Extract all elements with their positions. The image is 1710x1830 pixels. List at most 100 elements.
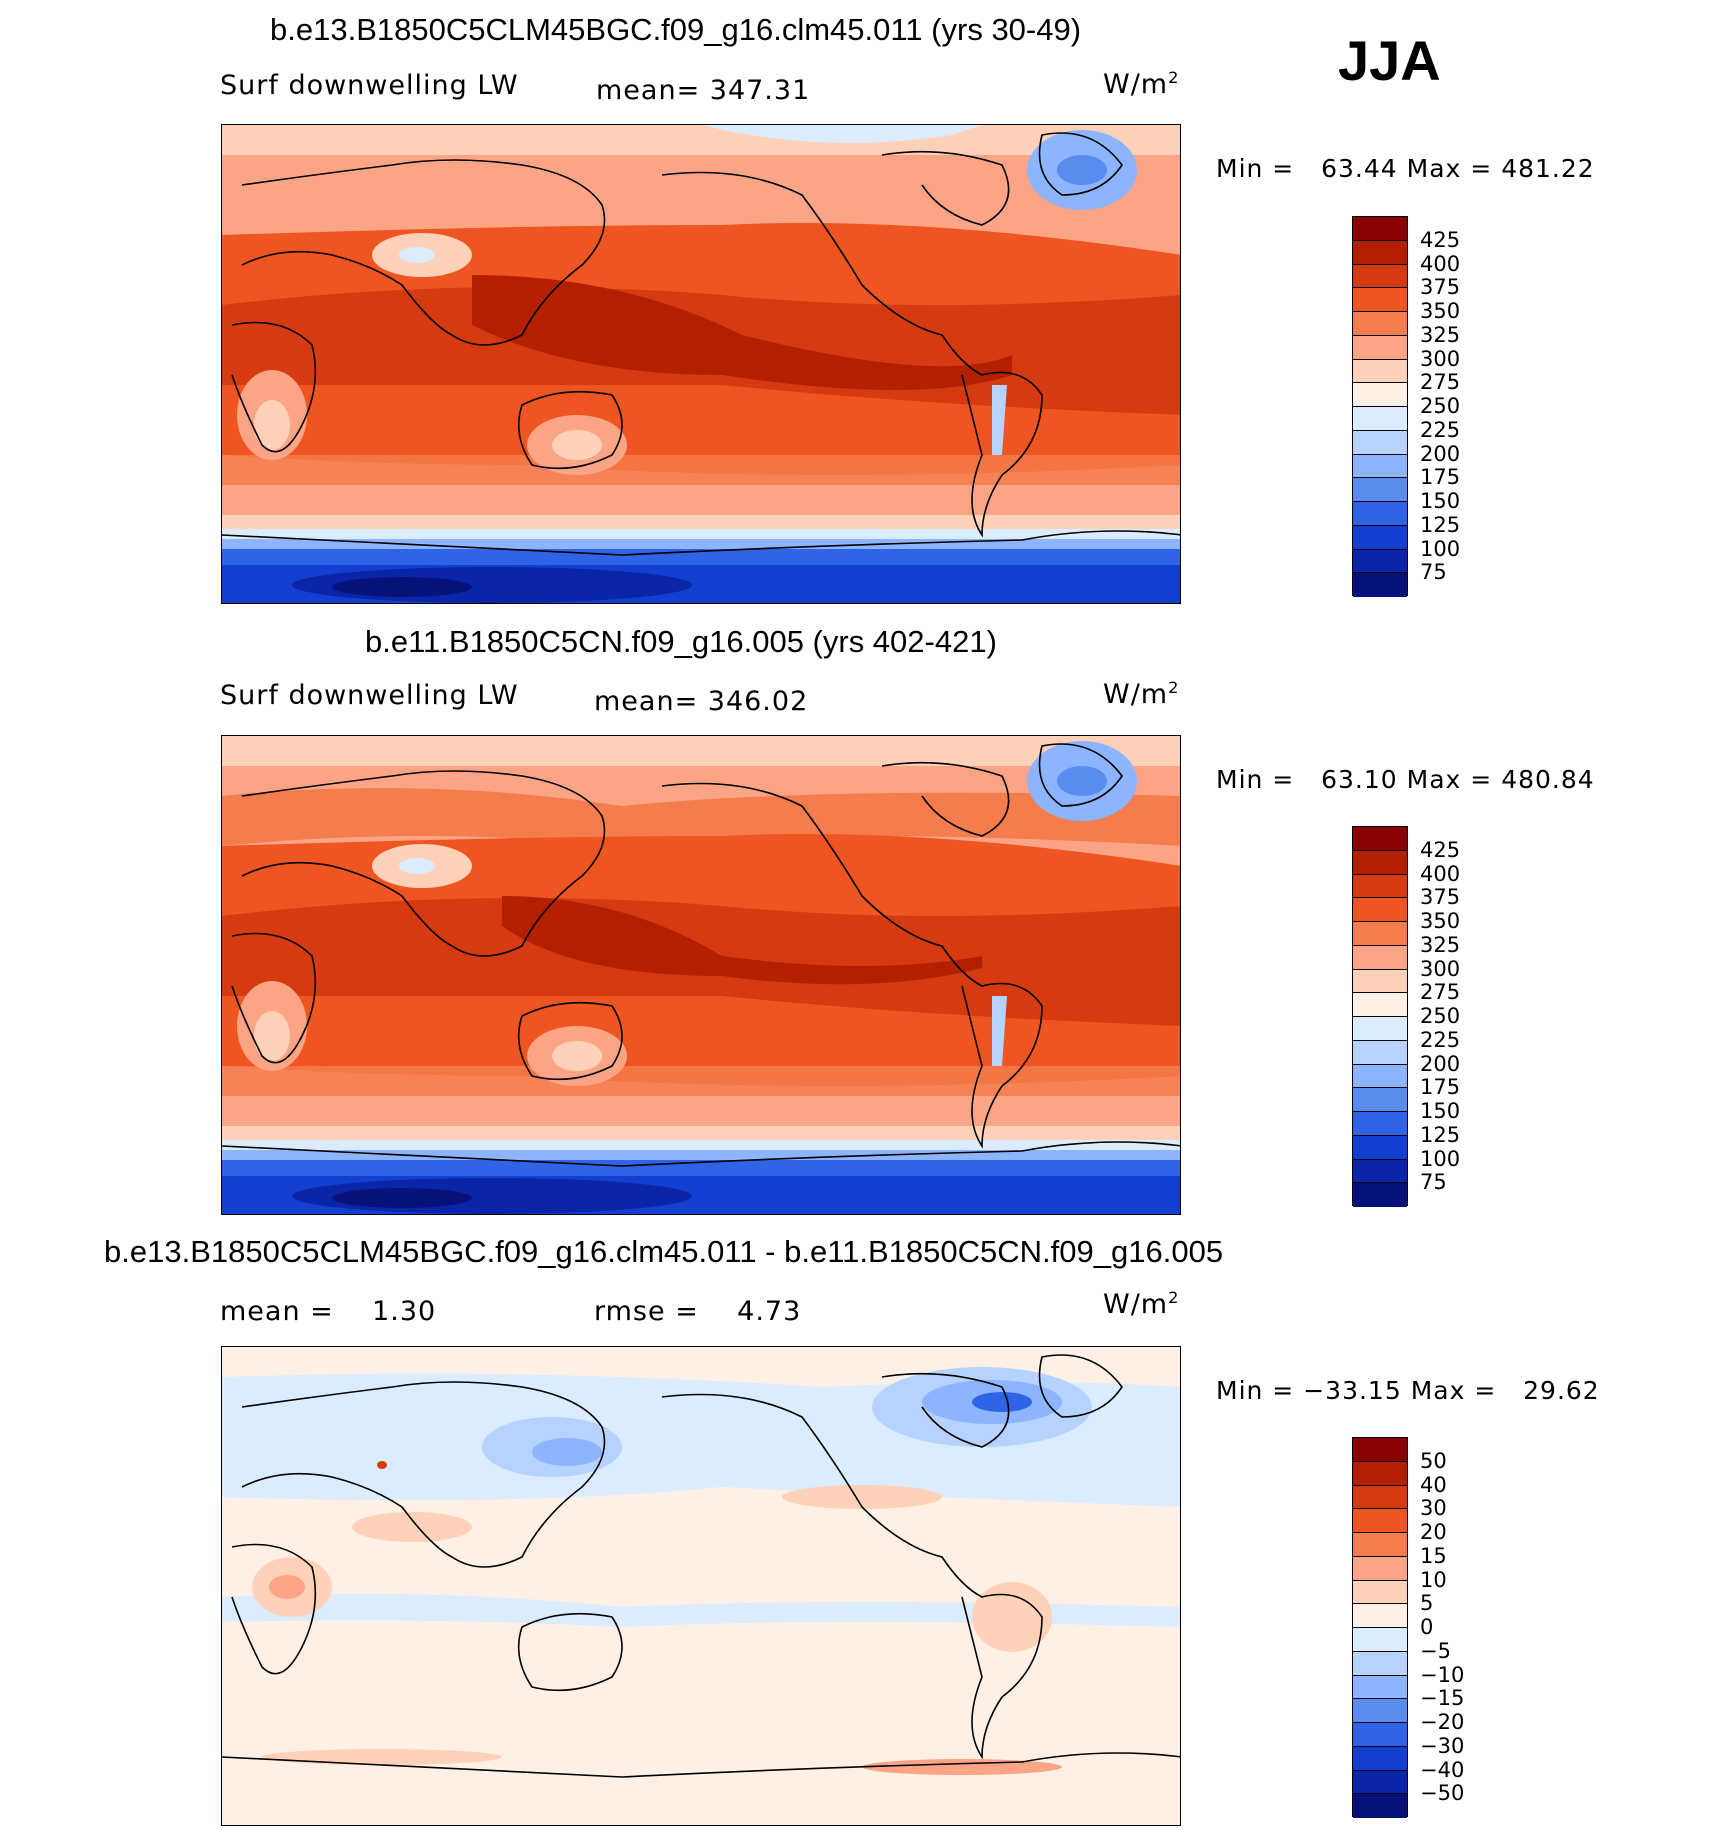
colorbar-swatch bbox=[1353, 874, 1407, 899]
panel-3-minmax: Min = −33.15 Max = 29.62 bbox=[1216, 1376, 1600, 1405]
panel-3-mean-label: mean = 1.30 bbox=[220, 1296, 437, 1327]
colorbar-swatch bbox=[1353, 1580, 1407, 1605]
colorbar-tick-label: −10 bbox=[1420, 1662, 1465, 1687]
colorbar-tick-label: 350 bbox=[1420, 909, 1461, 933]
colorbar-swatch bbox=[1353, 217, 1407, 241]
colorbar-swatch bbox=[1353, 1556, 1407, 1581]
colorbar-tick-label: 5 bbox=[1420, 1591, 1434, 1616]
panel-1-max-value: 481.22 bbox=[1501, 154, 1595, 183]
colorbar-tick-label: 200 bbox=[1420, 1051, 1461, 1076]
colorbar-swatch bbox=[1353, 850, 1407, 875]
colorbar-tick-label: −30 bbox=[1420, 1733, 1465, 1758]
colorbar-swatch bbox=[1353, 383, 1407, 407]
panel-2-mean-label: mean= 346.02 bbox=[594, 686, 809, 717]
colorbar-tick-label: 375 bbox=[1420, 885, 1461, 910]
colorbar-swatch bbox=[1353, 573, 1407, 597]
colorbar-swatch bbox=[1353, 1509, 1407, 1533]
colorbar-tick-label: 75 bbox=[1420, 560, 1447, 585]
colorbar-swatch bbox=[1353, 898, 1407, 922]
colorbar-swatch bbox=[1353, 1438, 1407, 1462]
panel-2-units: W/m2 bbox=[1103, 678, 1180, 710]
panel-3-map-field bbox=[222, 1347, 1180, 1825]
colorbar-tick-label: 40 bbox=[1420, 1472, 1447, 1497]
colorbar-tick-label: −50 bbox=[1420, 1781, 1465, 1806]
colorbar-tick-label: −20 bbox=[1420, 1710, 1465, 1734]
panel-2-max-value: 480.84 bbox=[1501, 765, 1595, 794]
colorbar-swatch bbox=[1353, 1770, 1407, 1795]
colorbar-tick-label: 325 bbox=[1420, 932, 1461, 957]
colorbar-tick-label: 20 bbox=[1420, 1520, 1447, 1544]
panel-1-minmax: Min = 63.44 Max = 481.22 bbox=[1216, 154, 1595, 183]
panel-3-min-value: −33.15 bbox=[1303, 1376, 1402, 1405]
panel-2-variable-label: Surf downwelling LW bbox=[220, 680, 519, 711]
colorbar-swatch bbox=[1353, 359, 1407, 384]
panel-1-variable-label: Surf downwelling LW bbox=[220, 70, 519, 101]
colorbar-swatch bbox=[1353, 525, 1407, 550]
colorbar-tick-label: 100 bbox=[1420, 536, 1461, 561]
colorbar-swatch bbox=[1353, 288, 1407, 312]
colorbar-swatch bbox=[1353, 1628, 1407, 1652]
colorbar-swatch bbox=[1353, 1159, 1407, 1184]
colorbar-swatch bbox=[1353, 264, 1407, 289]
panel-1-map-field bbox=[222, 125, 1180, 603]
colorbar-tick-label: 250 bbox=[1420, 1004, 1461, 1028]
panel-1-units: W/m2 bbox=[1103, 68, 1180, 100]
colorbar-swatch bbox=[1353, 922, 1407, 946]
colorbar-tick-label: 400 bbox=[1420, 861, 1461, 886]
panel-2-map bbox=[221, 735, 1181, 1215]
colorbar-swatch bbox=[1353, 1088, 1407, 1112]
colorbar-tick-label: 300 bbox=[1420, 956, 1461, 981]
colorbar-tick-label: 50 bbox=[1420, 1448, 1447, 1473]
panel-3-units: W/m2 bbox=[1103, 1288, 1180, 1320]
colorbar-tick-label: 10 bbox=[1420, 1567, 1447, 1592]
colorbar-swatch bbox=[1353, 1112, 1407, 1136]
colorbar-swatch bbox=[1353, 1675, 1407, 1700]
panel-2-colorbar bbox=[1352, 826, 1408, 1207]
colorbar-swatch bbox=[1353, 1651, 1407, 1676]
colorbar-tick-label: 30 bbox=[1420, 1496, 1447, 1521]
colorbar-swatch bbox=[1353, 1017, 1407, 1041]
colorbar-swatch bbox=[1353, 1723, 1407, 1747]
colorbar-tick-label: 150 bbox=[1420, 1099, 1461, 1123]
panel-3-map bbox=[221, 1346, 1181, 1826]
colorbar-tick-label: 100 bbox=[1420, 1146, 1461, 1171]
colorbar-tick-label: 0 bbox=[1420, 1615, 1434, 1639]
panel-3-max-value: 29.62 bbox=[1523, 1376, 1600, 1405]
colorbar-swatch bbox=[1353, 1461, 1407, 1486]
panel-2-min-value: 63.10 bbox=[1321, 765, 1398, 794]
colorbar-tick-label: 325 bbox=[1420, 322, 1461, 347]
colorbar-tick-label: 225 bbox=[1420, 1027, 1461, 1052]
colorbar-tick-label: 125 bbox=[1420, 512, 1461, 537]
colorbar-swatch bbox=[1353, 240, 1407, 265]
colorbar-tick-label: 125 bbox=[1420, 1122, 1461, 1147]
panel-1-min-value: 63.44 bbox=[1321, 154, 1398, 183]
colorbar-tick-label: 350 bbox=[1420, 299, 1461, 323]
colorbar-swatch bbox=[1353, 1040, 1407, 1065]
panel-3-rmse-label: rmse = 4.73 bbox=[594, 1296, 802, 1327]
colorbar-swatch bbox=[1353, 1794, 1407, 1818]
colorbar-swatch bbox=[1353, 1135, 1407, 1160]
colorbar-tick-label: 300 bbox=[1420, 346, 1461, 371]
colorbar-tick-label: 425 bbox=[1420, 837, 1461, 862]
colorbar-swatch bbox=[1353, 1699, 1407, 1723]
colorbar-tick-label: 15 bbox=[1420, 1543, 1447, 1568]
panel-1-colorbar bbox=[1352, 216, 1408, 597]
colorbar-tick-label: 275 bbox=[1420, 980, 1461, 1005]
colorbar-swatch bbox=[1353, 549, 1407, 574]
colorbar-swatch bbox=[1353, 1604, 1407, 1628]
colorbar-tick-label: 400 bbox=[1420, 251, 1461, 276]
colorbar-tick-label: 200 bbox=[1420, 441, 1461, 466]
panel-3-colorbar bbox=[1352, 1437, 1408, 1818]
colorbar-swatch bbox=[1353, 969, 1407, 994]
colorbar-swatch bbox=[1353, 1183, 1407, 1207]
panel-3-title: b.e13.B1850C5CLM45BGC.f09_g16.clm45.011 … bbox=[104, 1234, 1224, 1269]
panel-2-minmax: Min = 63.10 Max = 480.84 bbox=[1216, 765, 1595, 794]
colorbar-tick-label: 75 bbox=[1420, 1170, 1447, 1195]
colorbar-swatch bbox=[1353, 993, 1407, 1017]
colorbar-tick-label: 175 bbox=[1420, 1075, 1461, 1100]
colorbar-tick-label: 175 bbox=[1420, 465, 1461, 490]
panel-2-title: b.e11.B1850C5CN.f09_g16.005 (yrs 402-421… bbox=[365, 624, 997, 659]
colorbar-tick-label: −5 bbox=[1420, 1638, 1451, 1663]
colorbar-tick-label: 275 bbox=[1420, 370, 1461, 395]
colorbar-tick-label: 225 bbox=[1420, 417, 1461, 442]
